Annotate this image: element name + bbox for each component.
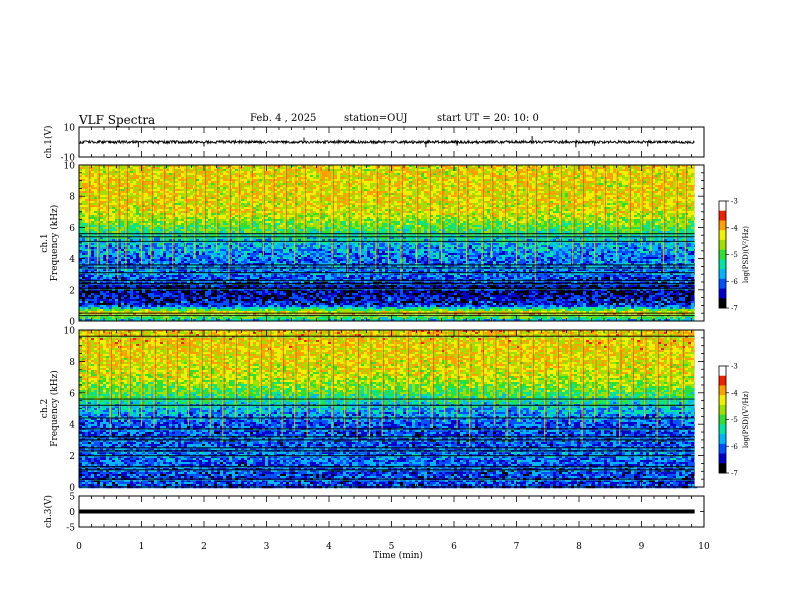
ch2-spectrogram-cells — [79, 330, 697, 488]
x-tick-label: 2 — [201, 542, 207, 552]
y-axis-label: Frequency (kHz) — [49, 370, 60, 447]
x-tick-label: 3 — [264, 542, 270, 552]
y-tick-label: 6 — [69, 224, 75, 234]
colorbar-label: log(PSD)(V²/Hz) — [742, 391, 750, 448]
colorbar-tick-label: -4 — [731, 224, 738, 232]
colorbar-tick-label: -3 — [731, 363, 738, 371]
x-tick-label: 8 — [576, 542, 582, 552]
y-axis-label-channel: ch.1 — [40, 233, 50, 252]
x-tick-label: 9 — [639, 542, 645, 552]
y-tick-label: -5 — [66, 524, 75, 534]
y-tick-label: 8 — [69, 193, 75, 203]
colorbar-tick-label: -5 — [731, 416, 738, 424]
y-tick-label: 10 — [64, 124, 76, 134]
colorbar-tick-label: -4 — [731, 389, 738, 397]
colorbar-tick-label: -5 — [731, 251, 738, 259]
colorbar-tick-label: -3 — [731, 198, 738, 206]
y-tick-label: 5 — [69, 493, 75, 503]
y-tick-label: 0 — [69, 508, 75, 518]
y-axis-label-channel: ch.2 — [40, 399, 50, 418]
y-tick-label: 10 — [64, 162, 76, 172]
x-tick-label: 0 — [76, 542, 82, 552]
ch1-spectrogram-colorbar — [719, 201, 726, 308]
x-tick-label: 4 — [326, 542, 332, 552]
y-tick-label: 6 — [69, 389, 75, 399]
y-tick-label: 4 — [69, 255, 75, 265]
colorbar-tick-label: -7 — [731, 470, 738, 478]
y-tick-label: 2 — [69, 286, 75, 296]
x-tick-label: 6 — [451, 542, 457, 552]
colorbar-tick-label: -6 — [731, 278, 738, 286]
y-axis-label: ch.3(V) — [43, 495, 54, 528]
y-tick-label: 2 — [69, 452, 75, 462]
ch1-waveform-trace — [79, 141, 695, 144]
x-tick-label: 10 — [698, 542, 710, 552]
x-tick-label: 7 — [514, 542, 520, 552]
colorbar-tick-label: -6 — [731, 443, 738, 451]
colorbar-label: log(PSD)(V²/Hz) — [742, 226, 750, 283]
ch2-spectrogram-colorbar — [719, 366, 726, 473]
y-axis-label: ch.1(V) — [43, 126, 54, 159]
x-tick-label: 1 — [139, 542, 145, 552]
x-axis-label: Time (min) — [373, 550, 423, 561]
colorbar-tick-label: -7 — [731, 305, 738, 313]
y-tick-label: 8 — [69, 358, 75, 368]
y-tick-label: 4 — [69, 421, 75, 431]
y-axis-label: Frequency (kHz) — [49, 205, 60, 282]
y-tick-label: 10 — [64, 327, 76, 337]
